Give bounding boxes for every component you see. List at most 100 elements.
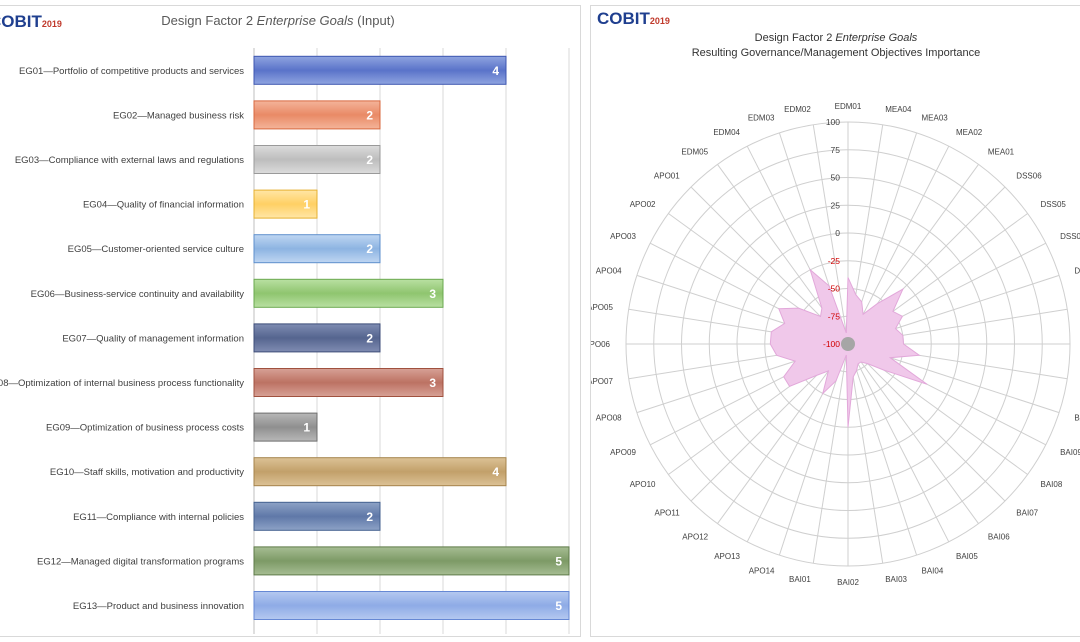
radar-category-label: BAI08	[1041, 480, 1063, 489]
radar-category-label: BAI06	[988, 533, 1010, 542]
radar-category-label: APO13	[714, 552, 740, 561]
bar	[253, 278, 444, 308]
bar-category-label: EG10—Staff skills, motivation and produc…	[50, 467, 244, 478]
radar-category-label: APO11	[654, 508, 680, 517]
radar-category-label: BAI07	[1016, 508, 1038, 517]
radar-spoke	[847, 343, 1006, 502]
radar-spoke	[812, 343, 849, 564]
bar	[253, 368, 444, 397]
radar-category-label: APO10	[630, 480, 656, 489]
bar-category-label: EG03—Compliance with external laws and r…	[15, 155, 244, 166]
bar-value-label: 3	[429, 376, 436, 390]
bar-chart-title: Design Factor 2 Enterprise Goals (Input)	[161, 13, 394, 28]
bar-category-label: EG02—Managed business risk	[113, 110, 244, 121]
bar-value-label: 2	[366, 510, 373, 524]
radar-spoke	[847, 343, 979, 524]
radar-category-label: BAI04	[922, 566, 944, 575]
radar-category-label: APO04	[596, 267, 622, 276]
bar-value-label: 4	[492, 465, 499, 479]
radar-spoke	[847, 343, 918, 556]
bar	[253, 546, 570, 576]
radar-category-label: APO08	[596, 414, 622, 423]
radar-category-label: APO06	[591, 340, 611, 349]
bar-category-label: EG12—Managed digital transformation prog…	[37, 556, 244, 567]
radar-category-label: BAI05	[956, 552, 978, 561]
radar-category-label: EDM04	[713, 128, 740, 137]
radar-title-line1: Design Factor 2 Enterprise Goals	[755, 32, 918, 44]
bar	[253, 412, 318, 442]
radar-category-label: BAI09	[1060, 448, 1080, 457]
bar-category-label: EG01—Portfolio of competitive products a…	[19, 66, 244, 77]
bar-value-label: 5	[555, 554, 562, 568]
radar-category-label: APO02	[630, 200, 656, 209]
bar-category-label: EG06—Business-service continuity and ava…	[31, 289, 245, 300]
bar	[253, 145, 381, 174]
radar-category-label: APO01	[654, 172, 680, 181]
radar-tick-label: 0	[835, 228, 840, 238]
radar-tick-label: -100	[823, 339, 840, 349]
radar-category-label: APO03	[610, 232, 636, 241]
radar-tick-label: -25	[828, 256, 841, 266]
radar-category-label: DSS03	[1074, 267, 1080, 276]
radar-category-label: DSS06	[1016, 172, 1042, 181]
enterprise-goals-bar-chart: Design Factor 2 Enterprise Goals (Input)…	[0, 13, 570, 634]
radar-category-label: EDM05	[681, 148, 708, 157]
bar-value-label: 3	[429, 287, 436, 301]
radar-category-label: BAI02	[837, 578, 859, 587]
enterprise-goals-bar-panel: COBIT2019 Design Factor 2 Enterprise Goa…	[0, 5, 581, 637]
bar-value-label: 1	[303, 198, 310, 212]
bar-category-label: EG07—Quality of management information	[62, 333, 244, 344]
objectives-radar-chart: Design Factor 2 Enterprise Goals Resulti…	[591, 32, 1080, 587]
radar-category-label: MEA04	[885, 105, 912, 114]
radar-center-hub	[841, 337, 855, 351]
radar-tick-label: -50	[828, 284, 841, 294]
bar-category-label: EG08—Optimization of internal business p…	[0, 378, 244, 389]
bar	[253, 189, 318, 219]
bar-category-label: EG13—Product and business innovation	[73, 601, 244, 612]
radar-category-label: APO07	[591, 377, 613, 386]
bar-value-label: 4	[492, 64, 499, 78]
radar-category-label: APO09	[610, 448, 636, 457]
radar-category-label: EDM02	[784, 105, 811, 114]
radar-spoke	[847, 343, 950, 543]
radar-category-label: APO12	[682, 533, 708, 542]
radar-spoke	[717, 343, 849, 524]
bar	[253, 457, 507, 487]
radar-title-line2: Resulting Governance/Management Objectiv…	[692, 47, 981, 59]
bar-category-label: EG11—Compliance with internal policies	[73, 512, 244, 523]
objectives-radar-panel: COBIT2019 Design Factor 2 Enterprise Goa…	[590, 5, 1080, 637]
radar-category-label: EDM01	[835, 102, 862, 111]
radar-tick-label: 100	[826, 117, 840, 127]
bar	[253, 323, 381, 353]
radar-category-label: APO14	[749, 566, 775, 575]
radar-tick-label: -75	[828, 311, 841, 321]
radar-category-label: BAI10	[1074, 414, 1080, 423]
cobit-logo: COBIT2019	[0, 12, 62, 31]
radar-tick-label: 75	[831, 145, 841, 155]
bar	[253, 501, 381, 531]
bar	[253, 55, 507, 85]
radar-spoke	[812, 124, 849, 345]
radar-category-label: MEA03	[922, 114, 949, 123]
bar	[253, 100, 381, 130]
radar-category-label: BAI03	[885, 575, 907, 584]
bar-value-label: 1	[303, 421, 310, 435]
bar-value-label: 5	[555, 599, 562, 613]
radar-spoke	[847, 343, 884, 564]
bar-value-label: 2	[366, 153, 373, 167]
radar-category-label: MEA02	[956, 128, 983, 137]
bar-value-label: 2	[366, 108, 373, 122]
bar-category-label: EG09—Optimization of business process co…	[46, 423, 244, 434]
bar-category-label: EG04—Quality of financial information	[83, 200, 244, 211]
bar	[253, 591, 570, 620]
radar-category-label: DSS04	[1060, 232, 1080, 241]
bar-value-label: 2	[366, 331, 373, 345]
bar-category-label: EG05—Customer-oriented service culture	[68, 244, 244, 255]
radar-category-label: EDM03	[748, 114, 775, 123]
radar-category-label: BAI01	[789, 575, 811, 584]
radar-tick-label: 50	[831, 173, 841, 183]
cobit-logo-right: COBIT2019	[597, 9, 670, 28]
radar-category-label: APO05	[591, 303, 613, 312]
radar-spoke	[847, 145, 950, 345]
radar-tick-label: 25	[831, 200, 841, 210]
